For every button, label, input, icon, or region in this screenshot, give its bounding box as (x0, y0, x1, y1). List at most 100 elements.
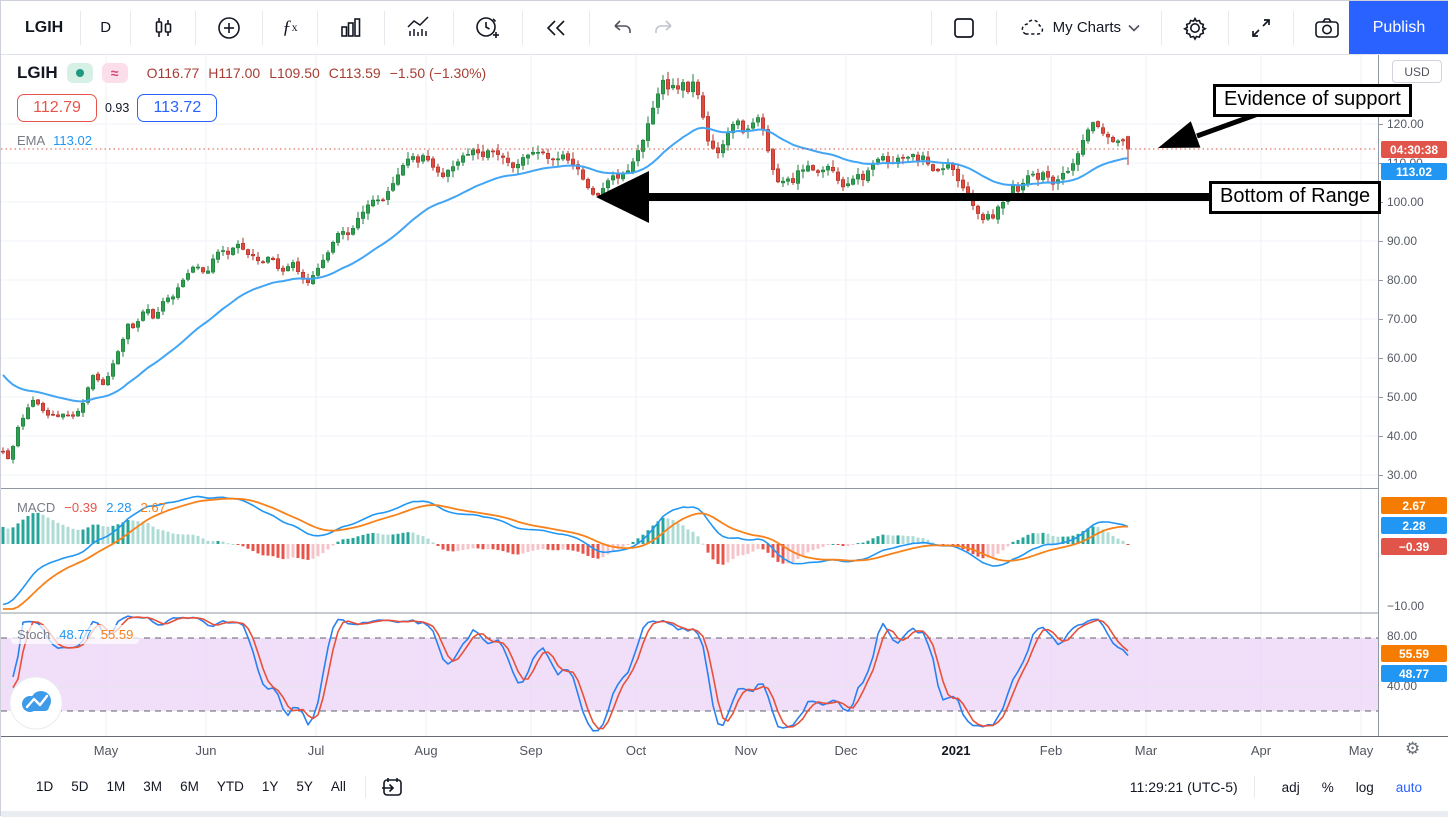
time-axis-label: Apr (1250, 743, 1272, 758)
divider (930, 10, 932, 45)
time-axis[interactable]: May Jun Jul Aug Sep Oct Nov Dec 2021 Feb Mar Apr May… (1, 736, 1448, 765)
chevron-down-icon (1128, 24, 1140, 32)
time-axis-label: May (93, 743, 119, 758)
log-toggle[interactable]: log (1355, 779, 1374, 795)
divider (521, 10, 523, 45)
range-button-1y[interactable]: 1Y (261, 779, 279, 794)
my-charts-button[interactable]: My Charts (1008, 17, 1150, 39)
macd-line-value: 2.28 (106, 500, 132, 515)
bottom-toolbar: 1D 5D 1M 3M 6M YTD 1Y 5Y All 11:29:21 (UTC-5) ad… (1, 763, 1448, 811)
alert-clock-add-icon[interactable] (465, 8, 511, 48)
time-axis-label: Feb (1039, 743, 1063, 758)
currency-button[interactable]: USD (1392, 60, 1442, 83)
approx-data-pill[interactable]: ≈ (101, 63, 128, 83)
ema-value: 113.02 (53, 133, 92, 148)
ohlc-part: −1.50 (−1.30%) (389, 65, 487, 81)
symbol-button[interactable]: LGIH (25, 18, 64, 36)
publish-button[interactable]: Publish (1349, 1, 1448, 54)
range-button-1d[interactable]: 1D (36, 779, 54, 794)
layout-square-icon[interactable] (943, 8, 985, 48)
range-button-5d[interactable]: 5D (71, 779, 89, 794)
divider (80, 10, 82, 45)
ema-price-badge: 113.02 (1381, 163, 1447, 180)
range-button-5y[interactable]: 5Y (296, 779, 313, 794)
settings-gear-icon[interactable] (1173, 8, 1217, 48)
ohlc-part: C113.59 (328, 65, 381, 81)
macd-signal-value: 2.67 (140, 500, 166, 515)
axis-tick-mark (1379, 436, 1383, 437)
ema-label[interactable]: EMA (17, 133, 46, 148)
auto-scale-toggle[interactable]: auto (1395, 779, 1422, 795)
axis-tick-mark (1379, 124, 1383, 125)
macd-signal-badge: 2.67 (1381, 497, 1447, 514)
range-button-6m[interactable]: 6M (180, 779, 199, 794)
price-axis[interactable]: USD 120.00110.00100.0090.0080.0070.0060.… (1378, 54, 1448, 736)
camera-snapshot-icon[interactable] (1305, 8, 1349, 48)
redo-icon[interactable] (643, 8, 685, 48)
undo-icon[interactable] (601, 8, 643, 48)
stoch-axis-tick-80: 80.00 (1387, 629, 1418, 643)
time-axis-label: Oct (625, 743, 647, 758)
ohlc-part: L109.50 (269, 65, 320, 81)
range-button-ytd[interactable]: YTD (216, 779, 244, 794)
stoch-d-badge: 55.59 (1381, 645, 1447, 662)
time-axis-label: Sep (519, 743, 543, 758)
axis-tick-mark (1379, 358, 1383, 359)
fundamentals-bars-icon[interactable] (329, 8, 373, 48)
time-axis-label: Dec (834, 743, 858, 758)
axis-settings-gear-icon[interactable]: ⚙ (1405, 739, 1421, 758)
chart-type-candles-icon[interactable] (142, 8, 184, 48)
divider (195, 10, 197, 45)
stoch-axis-tick-40: 40.00 (1387, 679, 1418, 693)
stoch-legend[interactable]: Stoch 48.77 55.59 (11, 625, 140, 644)
macd-hist-badge: −0.39 (1381, 538, 1447, 555)
market-status-pill[interactable] (66, 63, 93, 83)
fullscreen-expand-icon[interactable] (1240, 8, 1282, 48)
stoch-k-badge: 48.77 (1381, 665, 1447, 682)
legend-symbol[interactable]: LGIH (17, 63, 58, 82)
ohlc-part: O116.77 (146, 65, 200, 81)
divider (316, 10, 318, 45)
axis-tick-mark (1379, 397, 1383, 398)
macd-axis-tick: −10.00 (1387, 599, 1425, 613)
sell-button[interactable]: 112.79 (17, 94, 97, 122)
buy-button[interactable]: 113.72 (137, 94, 218, 122)
annotation-evidence-of-support[interactable]: Evidence of support (1213, 84, 1412, 117)
stoch-label: Stoch (17, 627, 51, 642)
ohlc-part: H117.00 (208, 65, 261, 81)
divider (364, 776, 366, 798)
clock[interactable]: 11:29:21 (UTC-5) (1129, 779, 1238, 795)
divider (1293, 10, 1294, 45)
spread-value: 0.93 (105, 101, 130, 115)
time-axis-label: 2021 (941, 743, 971, 758)
adjust-toggle[interactable]: adj (1281, 779, 1300, 795)
range-button-all[interactable]: All (330, 779, 346, 794)
time-axis-label: May (1348, 743, 1374, 758)
cloud-icon (1021, 19, 1043, 35)
go-to-date-icon[interactable] (376, 767, 408, 807)
axis-tick-mark (1379, 319, 1383, 320)
divider (1253, 776, 1255, 798)
annotation-bottom-of-range[interactable]: Bottom of Range (1209, 181, 1382, 214)
market-open-dot-icon (75, 69, 84, 77)
compare-add-icon[interactable] (207, 8, 251, 48)
templates-forecast-icon[interactable] (396, 8, 442, 48)
time-axis-label: Aug (414, 743, 438, 758)
macd-legend[interactable]: MACD −0.39 2.28 2.67 (17, 500, 166, 515)
interval-button[interactable]: D (100, 19, 112, 36)
range-button-1m[interactable]: 1M (106, 779, 126, 794)
divider (588, 10, 590, 45)
stoch-d-value: 55.59 (100, 627, 134, 642)
price-axis-label: 40.00 (1387, 429, 1418, 443)
divider (1228, 10, 1229, 45)
percent-toggle[interactable]: % (1321, 779, 1334, 795)
divider (452, 10, 454, 45)
range-button-3m[interactable]: 3M (143, 779, 163, 794)
price-axis-label: 60.00 (1387, 351, 1418, 365)
axis-tick-mark (1379, 241, 1383, 242)
divider (262, 10, 264, 45)
bar-replay-rewind-icon[interactable] (534, 8, 578, 48)
